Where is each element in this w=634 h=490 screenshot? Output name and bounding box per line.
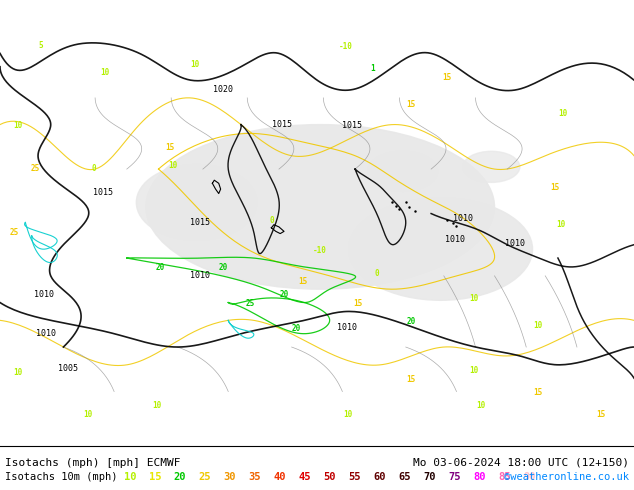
Text: -10: -10 (313, 245, 327, 254)
Text: 1015: 1015 (190, 218, 210, 227)
Text: 65: 65 (399, 472, 411, 482)
Text: 0: 0 (269, 216, 274, 225)
Text: 10: 10 (168, 161, 177, 170)
Ellipse shape (368, 151, 437, 191)
Text: 70: 70 (424, 472, 436, 482)
Text: 1015: 1015 (342, 121, 362, 130)
Text: 30: 30 (224, 472, 236, 482)
Text: 1010: 1010 (337, 322, 358, 332)
Text: 15: 15 (165, 143, 174, 152)
Text: 1020: 1020 (213, 85, 233, 95)
Text: 1015: 1015 (93, 188, 113, 196)
Text: 40: 40 (273, 472, 286, 482)
Text: 1010: 1010 (445, 235, 465, 244)
Text: 20: 20 (406, 317, 415, 326)
Text: Isotachs (mph) [mph] ECMWF: Isotachs (mph) [mph] ECMWF (5, 458, 181, 467)
Text: -10: -10 (339, 42, 353, 51)
Text: 10: 10 (83, 410, 92, 419)
Text: 15: 15 (550, 183, 559, 192)
Ellipse shape (463, 151, 520, 182)
Text: 45: 45 (299, 472, 311, 482)
Text: 10: 10 (559, 109, 567, 118)
Text: 10: 10 (13, 368, 22, 377)
Text: 10: 10 (153, 401, 162, 410)
Text: 15: 15 (299, 277, 307, 286)
Text: 10: 10 (470, 294, 479, 303)
Text: 10: 10 (470, 366, 479, 375)
Text: 35: 35 (249, 472, 261, 482)
Text: 5: 5 (39, 41, 44, 50)
Text: 10: 10 (13, 121, 22, 130)
Text: 1: 1 (370, 65, 375, 74)
Text: 15: 15 (533, 388, 542, 397)
Text: 10: 10 (476, 401, 485, 410)
Ellipse shape (146, 124, 495, 289)
Text: 1010: 1010 (453, 214, 473, 222)
Text: 85: 85 (498, 472, 511, 482)
Text: 90: 90 (524, 472, 536, 482)
Text: 15: 15 (597, 410, 605, 419)
Text: 10: 10 (191, 60, 200, 69)
Text: 55: 55 (349, 472, 361, 482)
Text: 0: 0 (375, 269, 380, 278)
Text: 80: 80 (474, 472, 486, 482)
Text: 25: 25 (246, 299, 255, 308)
Text: 1015: 1015 (272, 120, 292, 129)
Text: 20: 20 (292, 324, 301, 333)
Text: 15: 15 (406, 374, 415, 384)
Text: 25: 25 (30, 164, 39, 172)
Text: 10: 10 (343, 410, 352, 419)
Text: 75: 75 (448, 472, 461, 482)
Ellipse shape (136, 165, 257, 240)
Text: 1010: 1010 (36, 329, 56, 338)
Text: 10: 10 (533, 321, 542, 330)
Text: 0: 0 (91, 164, 96, 172)
Text: 15: 15 (406, 100, 415, 109)
Text: 1010: 1010 (505, 239, 525, 248)
Text: 20: 20 (219, 263, 228, 272)
Text: 1010: 1010 (190, 271, 210, 280)
Text: 20: 20 (155, 263, 164, 272)
Text: 25: 25 (198, 472, 211, 482)
Text: 10: 10 (100, 68, 109, 76)
Text: ©weatheronline.co.uk: ©weatheronline.co.uk (504, 472, 629, 482)
Text: 15: 15 (148, 472, 161, 482)
Text: 20: 20 (174, 472, 186, 482)
Text: 20: 20 (280, 290, 288, 299)
Text: 15: 15 (354, 299, 363, 308)
Text: 15: 15 (443, 74, 451, 82)
Text: Isotachs 10m (mph): Isotachs 10m (mph) (5, 472, 117, 482)
Text: 1010: 1010 (34, 290, 55, 299)
Text: 10: 10 (124, 472, 136, 482)
Text: 25: 25 (10, 228, 18, 237)
Text: 10: 10 (557, 220, 566, 229)
Text: 1005: 1005 (58, 364, 79, 373)
Text: 50: 50 (323, 472, 336, 482)
Text: Mo 03-06-2024 18:00 UTC (12+150): Mo 03-06-2024 18:00 UTC (12+150) (413, 458, 629, 467)
Ellipse shape (349, 198, 533, 300)
Text: 60: 60 (373, 472, 386, 482)
